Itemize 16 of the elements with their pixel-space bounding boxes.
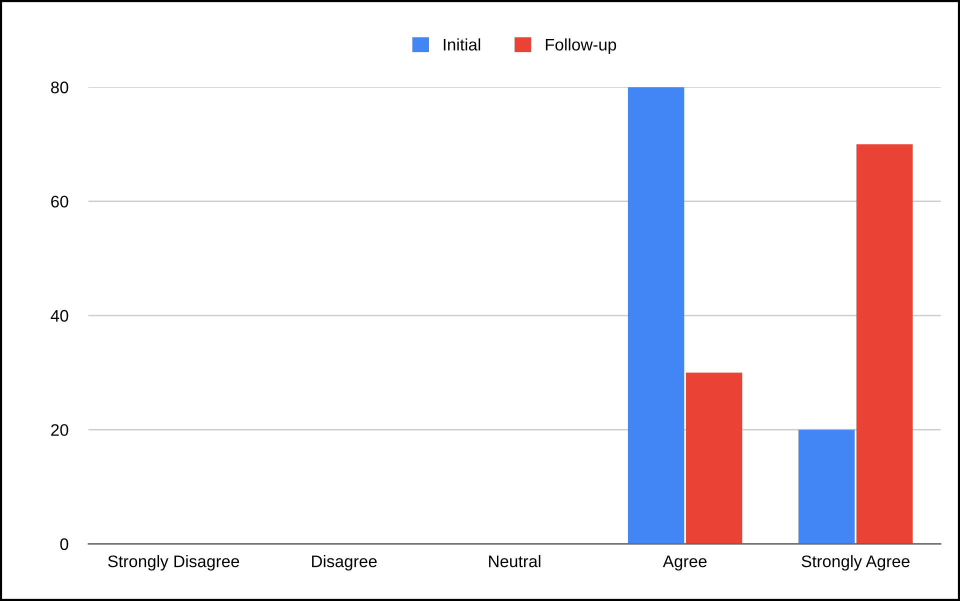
legend-label: Initial: [444, 38, 480, 51]
y-tick-label: 40: [50, 310, 68, 322]
x-tick-label: Agree: [662, 556, 707, 571]
x-tick-label: Disagree: [312, 555, 377, 571]
bar: [686, 372, 742, 544]
bar: [628, 87, 684, 544]
x-tick-label: Strongly Agree: [802, 555, 910, 571]
bar: [856, 144, 913, 544]
bar: [798, 430, 855, 544]
y-tick-label: 20: [51, 424, 68, 436]
y-tick-label: 60: [51, 196, 68, 208]
x-tick-label: Neutral: [489, 555, 540, 568]
x-tick-label: Strongly Disagree: [108, 555, 240, 571]
y-tick-label: 80: [51, 82, 68, 94]
legend-label: Follow-up: [546, 38, 616, 54]
y-tick-label: 0: [60, 538, 68, 550]
